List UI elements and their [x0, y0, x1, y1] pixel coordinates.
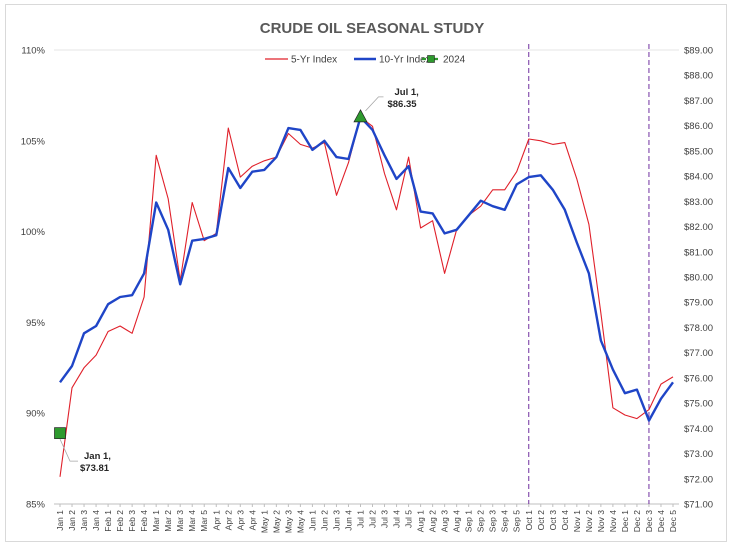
y-right-tick-label: $80.00	[684, 273, 713, 284]
x-tick-label: Dec 5	[668, 510, 678, 532]
legend-label-5yr: 5-Yr Index	[291, 55, 337, 66]
y-left-tick-label: 95%	[26, 318, 46, 329]
point-2024-jan1	[54, 427, 66, 439]
x-tick-label: Dec 4	[656, 510, 666, 532]
y-right-tick-label: $86.00	[684, 121, 713, 132]
x-tick-label: Feb 4	[139, 510, 149, 532]
x-tick-label: Jun 3	[331, 510, 341, 531]
x-tick-label: Nov 4	[608, 510, 618, 532]
x-tick-label: Oct 3	[548, 510, 558, 531]
annotation-leader-jan	[59, 438, 79, 462]
x-tick-label: Jul 3	[380, 510, 390, 528]
x-tick-label: Dec 1	[620, 510, 630, 532]
legend: 5-Yr Index 10-Yr Index 2024	[265, 55, 466, 66]
x-tick-label: Apr 2	[223, 510, 233, 531]
legend-label-2024: 2024	[443, 55, 466, 66]
plot-area: 85% 90% 95% 100% 105% 110% $71.00 $72.00 $73.00 $…	[21, 44, 713, 533]
x-tick-label: Dec 3	[644, 510, 654, 532]
x-tick-label: Mar 2	[163, 510, 173, 532]
x-tick-label: Dec 2	[632, 510, 642, 532]
y-right-tick-label: $85.00	[684, 146, 713, 157]
x-tick-label: Feb 2	[115, 510, 125, 532]
annotation-jan-line2: $73.81	[80, 463, 110, 474]
x-tick-label: Apr 3	[235, 510, 245, 531]
x-tick-label: Nov 2	[584, 510, 594, 532]
chart-canvas: CRUDE OIL SEASONAL STUDY 5-Yr Index 10-Y…	[21, 20, 713, 533]
annotation-jul-line2: $86.35	[387, 99, 417, 110]
x-tick-label: May 4	[295, 510, 305, 533]
x-tick-label: Mar 1	[151, 510, 161, 532]
y-right-tick-label: $74.00	[684, 424, 713, 435]
x-tick-label: Oct 4	[560, 510, 570, 531]
x-tick-label: Mar 5	[199, 510, 209, 532]
x-tick-label: Jun 2	[319, 510, 329, 531]
series-line-5yr	[59, 116, 674, 477]
point-2024-jul1	[353, 109, 368, 123]
chart-title: CRUDE OIL SEASONAL STUDY	[260, 20, 484, 37]
x-tick-label: May 2	[271, 510, 281, 533]
x-tick-label: Sep 5	[512, 510, 522, 532]
x-tick-label: Jul 1	[355, 510, 365, 528]
x-tick-label: Apr 1	[211, 510, 221, 531]
annotation-jul-line1: Jul 1,	[394, 87, 418, 98]
x-tick-label: Aug 3	[440, 510, 450, 532]
x-tick-label: Jul 5	[404, 510, 414, 528]
y-right-tick-label: $88.00	[684, 71, 713, 82]
x-tick-label: Feb 3	[127, 510, 137, 532]
x-tick-label: Feb 1	[103, 510, 113, 532]
y-left-tick-label: 110%	[21, 46, 45, 57]
series-line-10yr	[59, 115, 674, 422]
x-tick-label: Sep 2	[476, 510, 486, 532]
y-right-tick-label: $82.00	[684, 222, 713, 233]
legend-marker-2024	[427, 55, 435, 63]
y-right-tick-label: $76.00	[684, 373, 713, 384]
chart-frame: CRUDE OIL SEASONAL STUDY 5-Yr Index 10-Y…	[5, 4, 727, 542]
x-tick-label: Jan 2	[67, 510, 77, 531]
y-right-tick-label: $73.00	[684, 449, 713, 460]
x-tick-label: Nov 3	[596, 510, 606, 532]
y-right-tick-label: $89.00	[684, 46, 713, 57]
x-tick-label: Nov 1	[572, 510, 582, 532]
x-tick-label: Aug 4	[452, 510, 462, 532]
y-left-tick-label: 100%	[21, 227, 46, 238]
y-left-tick-label: 85%	[26, 500, 46, 511]
y-right-tick-label: $83.00	[684, 197, 713, 208]
x-tick-label: Jan 4	[91, 510, 101, 531]
y-right-tick-label: $75.00	[684, 399, 713, 410]
x-tick-label: Mar 3	[175, 510, 185, 532]
y-left-tick-label: 90%	[26, 409, 46, 420]
y-right-tick-label: $77.00	[684, 348, 713, 359]
annotation-jan-line1: Jan 1,	[84, 451, 111, 462]
x-tick-label: Jan 1	[55, 510, 65, 531]
y-right-tick-label: $79.00	[684, 298, 713, 309]
x-tick-label: Aug 1	[416, 510, 426, 532]
x-tick-label: Oct 1	[524, 510, 534, 531]
y-right-tick-label: $81.00	[684, 247, 713, 258]
x-tick-label: Sep 1	[464, 510, 474, 532]
x-tick-label: Mar 4	[187, 510, 197, 532]
x-tick-label: Jul 4	[392, 510, 402, 528]
x-tick-label: Jan 3	[79, 510, 89, 531]
y-right-tick-label: $78.00	[684, 323, 713, 334]
legend-label-10yr: 10-Yr Index	[379, 55, 431, 66]
x-tick-label: Jul 2	[368, 510, 378, 528]
x-tick-label: Sep 4	[500, 510, 510, 532]
y-right-tick-label: $84.00	[684, 172, 713, 183]
annotation-leader-jul	[365, 96, 384, 112]
y-left-tick-label: 105%	[21, 136, 46, 147]
y-right-tick-label: $72.00	[684, 474, 713, 485]
x-tick-label: Oct 2	[536, 510, 546, 531]
x-tick-label: May 1	[259, 510, 269, 533]
y-right-tick-label: $71.00	[684, 500, 713, 511]
x-tick-label: Sep 3	[488, 510, 498, 532]
x-tick-label: Jun 1	[307, 510, 317, 531]
x-tick-label: May 3	[283, 510, 293, 533]
x-tick-label: Aug 2	[428, 510, 438, 532]
y-right-tick-label: $87.00	[684, 96, 713, 107]
x-tick-label: Jun 4	[343, 510, 353, 531]
x-tick-label: Apr 4	[247, 510, 257, 531]
